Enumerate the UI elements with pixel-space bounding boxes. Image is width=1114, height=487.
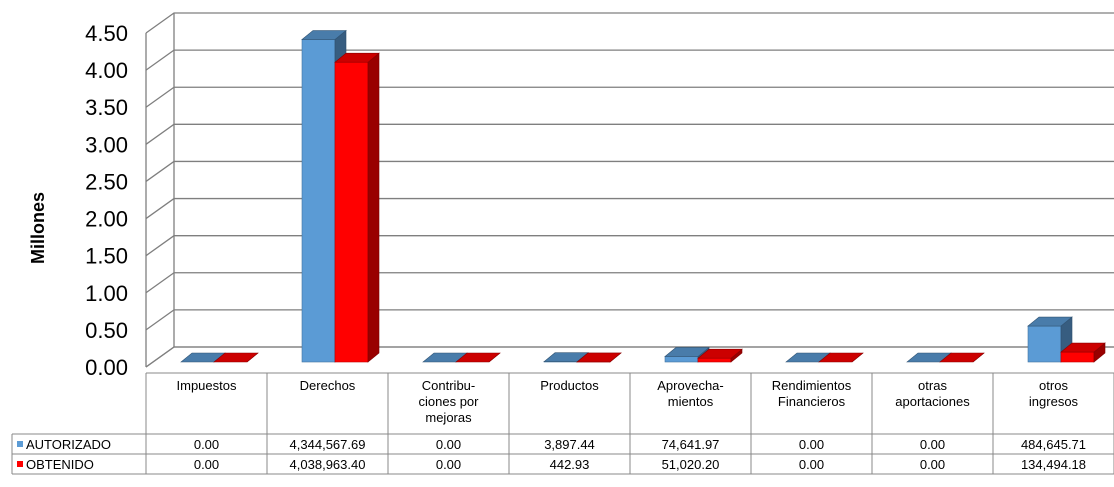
data-label: 134,494.18 [1021,457,1086,472]
x-tick-label: Derechos [300,378,356,393]
bars [181,31,1105,362]
data-label: 74,641.97 [662,437,720,452]
y-tick-label: 3.00 [85,132,128,157]
legend-key-autorizado [17,441,23,447]
y-axis-ticks: 0.00 0.50 1.00 1.50 2.00 2.50 3.00 3.50 4.00 4.50 [85,21,128,380]
gridline [146,236,1114,256]
bar-obtenido [335,53,379,362]
data-label: 4,344,567.69 [290,437,366,452]
data-label: 4,038,963.40 [290,457,366,472]
gridline [146,161,1114,181]
y-axis-label: Millones [28,192,48,264]
data-label: 0.00 [799,457,824,472]
y-tick-label: 4.50 [85,21,128,46]
gridline [146,13,1114,33]
gridline [146,273,1114,293]
y-tick-label: 1.50 [85,244,128,269]
data-label: 0.00 [194,457,219,472]
data-label: 0.00 [194,437,219,452]
y-tick-label: 0.00 [85,355,128,380]
data-label: 0.00 [799,437,824,452]
gridline [146,310,1114,330]
legend-label: AUTORIZADO [26,437,111,452]
y-tick-label: 3.50 [85,95,128,120]
data-label: 442.93 [550,457,590,472]
data-label: 0.00 [436,437,461,452]
data-label: 0.00 [436,457,461,472]
legend-key-obtenido [17,461,23,467]
y-tick-label: 4.00 [85,58,128,83]
gridline [146,50,1114,70]
y-tick-label: 1.00 [85,281,128,306]
x-tick-label: Productos [540,378,599,393]
gridlines [146,13,1114,367]
data-label: 0.00 [920,437,945,452]
gridline [146,87,1114,107]
data-label: 0.00 [920,457,945,472]
gridline [146,124,1114,144]
x-tick-label: Aprovecha-mientos [657,378,723,409]
y-tick-label: 2.50 [85,169,128,194]
data-label: 51,020.20 [662,457,720,472]
y-tick-label: 0.50 [85,318,128,343]
data-label: 3,897.44 [544,437,595,452]
y-tick-label: 2.00 [85,207,128,232]
legend-label: OBTENIDO [26,457,94,472]
x-tick-label: Impuestos [177,378,237,393]
data-label: 484,645.71 [1021,437,1086,452]
gridline [146,199,1114,219]
